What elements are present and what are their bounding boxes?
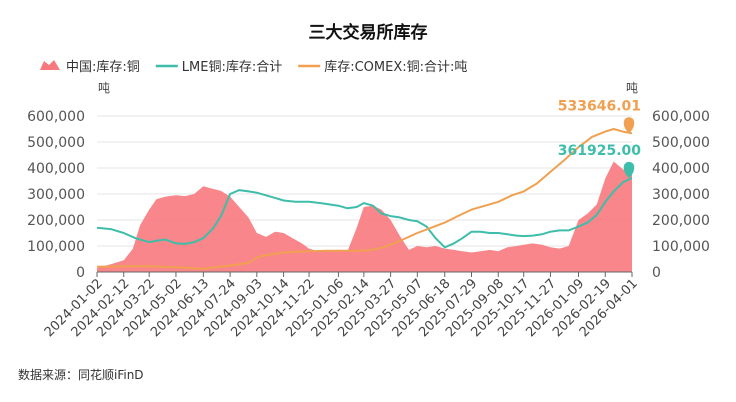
plot-area: 533646.01 361925.00	[96, 98, 642, 272]
legend-item[interactable]: 库存:COMEX:铜:合计:吨	[298, 59, 467, 75]
left-tick-label: 600,000	[27, 109, 85, 125]
series-line-lme	[96, 176, 633, 249]
legend-item[interactable]: LME铜:库存:合计	[155, 59, 282, 75]
legend-label: 中国:库存:铜	[66, 59, 140, 75]
data-source-note: 数据来源：同花顺iFinD	[18, 368, 144, 382]
legend[interactable]: 中国:库存:铜 LME铜:库存:合计 库存:COMEX:铜:合计:吨	[40, 59, 467, 75]
right-tick-label: 400,000	[652, 161, 710, 177]
lme-last-value: 361925.00	[558, 143, 642, 159]
chart-title: 三大交易所库存	[309, 22, 428, 43]
left-tick-label: 0	[76, 265, 85, 281]
legend-label: 库存:COMEX:铜:合计:吨	[324, 59, 467, 75]
comex-last-value: 533646.01	[558, 98, 641, 114]
left-tick-label: 200,000	[27, 213, 85, 229]
end-marker	[623, 161, 635, 178]
series-area-china-copper	[97, 161, 632, 272]
series-line-comex	[96, 128, 633, 270]
right-tick-label: 300,000	[652, 187, 710, 203]
legend-swatch	[40, 60, 60, 70]
right-tick-label: 500,000	[652, 135, 710, 151]
right-tick-label: 600,000	[652, 109, 710, 125]
legend-label: LME铜:库存:合计	[182, 59, 282, 75]
left-tick-label: 400,000	[27, 161, 85, 177]
left-tick-label: 300,000	[27, 187, 85, 203]
right-tick-label: 0	[652, 265, 661, 281]
end-marker	[623, 117, 635, 134]
right-tick-label: 100,000	[652, 239, 710, 255]
left-tick-label: 500,000	[27, 135, 85, 151]
legend-item[interactable]: 中国:库存:铜	[40, 59, 140, 75]
left-tick-label: 100,000	[27, 239, 85, 255]
right-axis-unit: 吨	[626, 81, 638, 95]
left-axis-unit: 吨	[98, 81, 110, 95]
right-tick-label: 200,000	[652, 213, 710, 229]
